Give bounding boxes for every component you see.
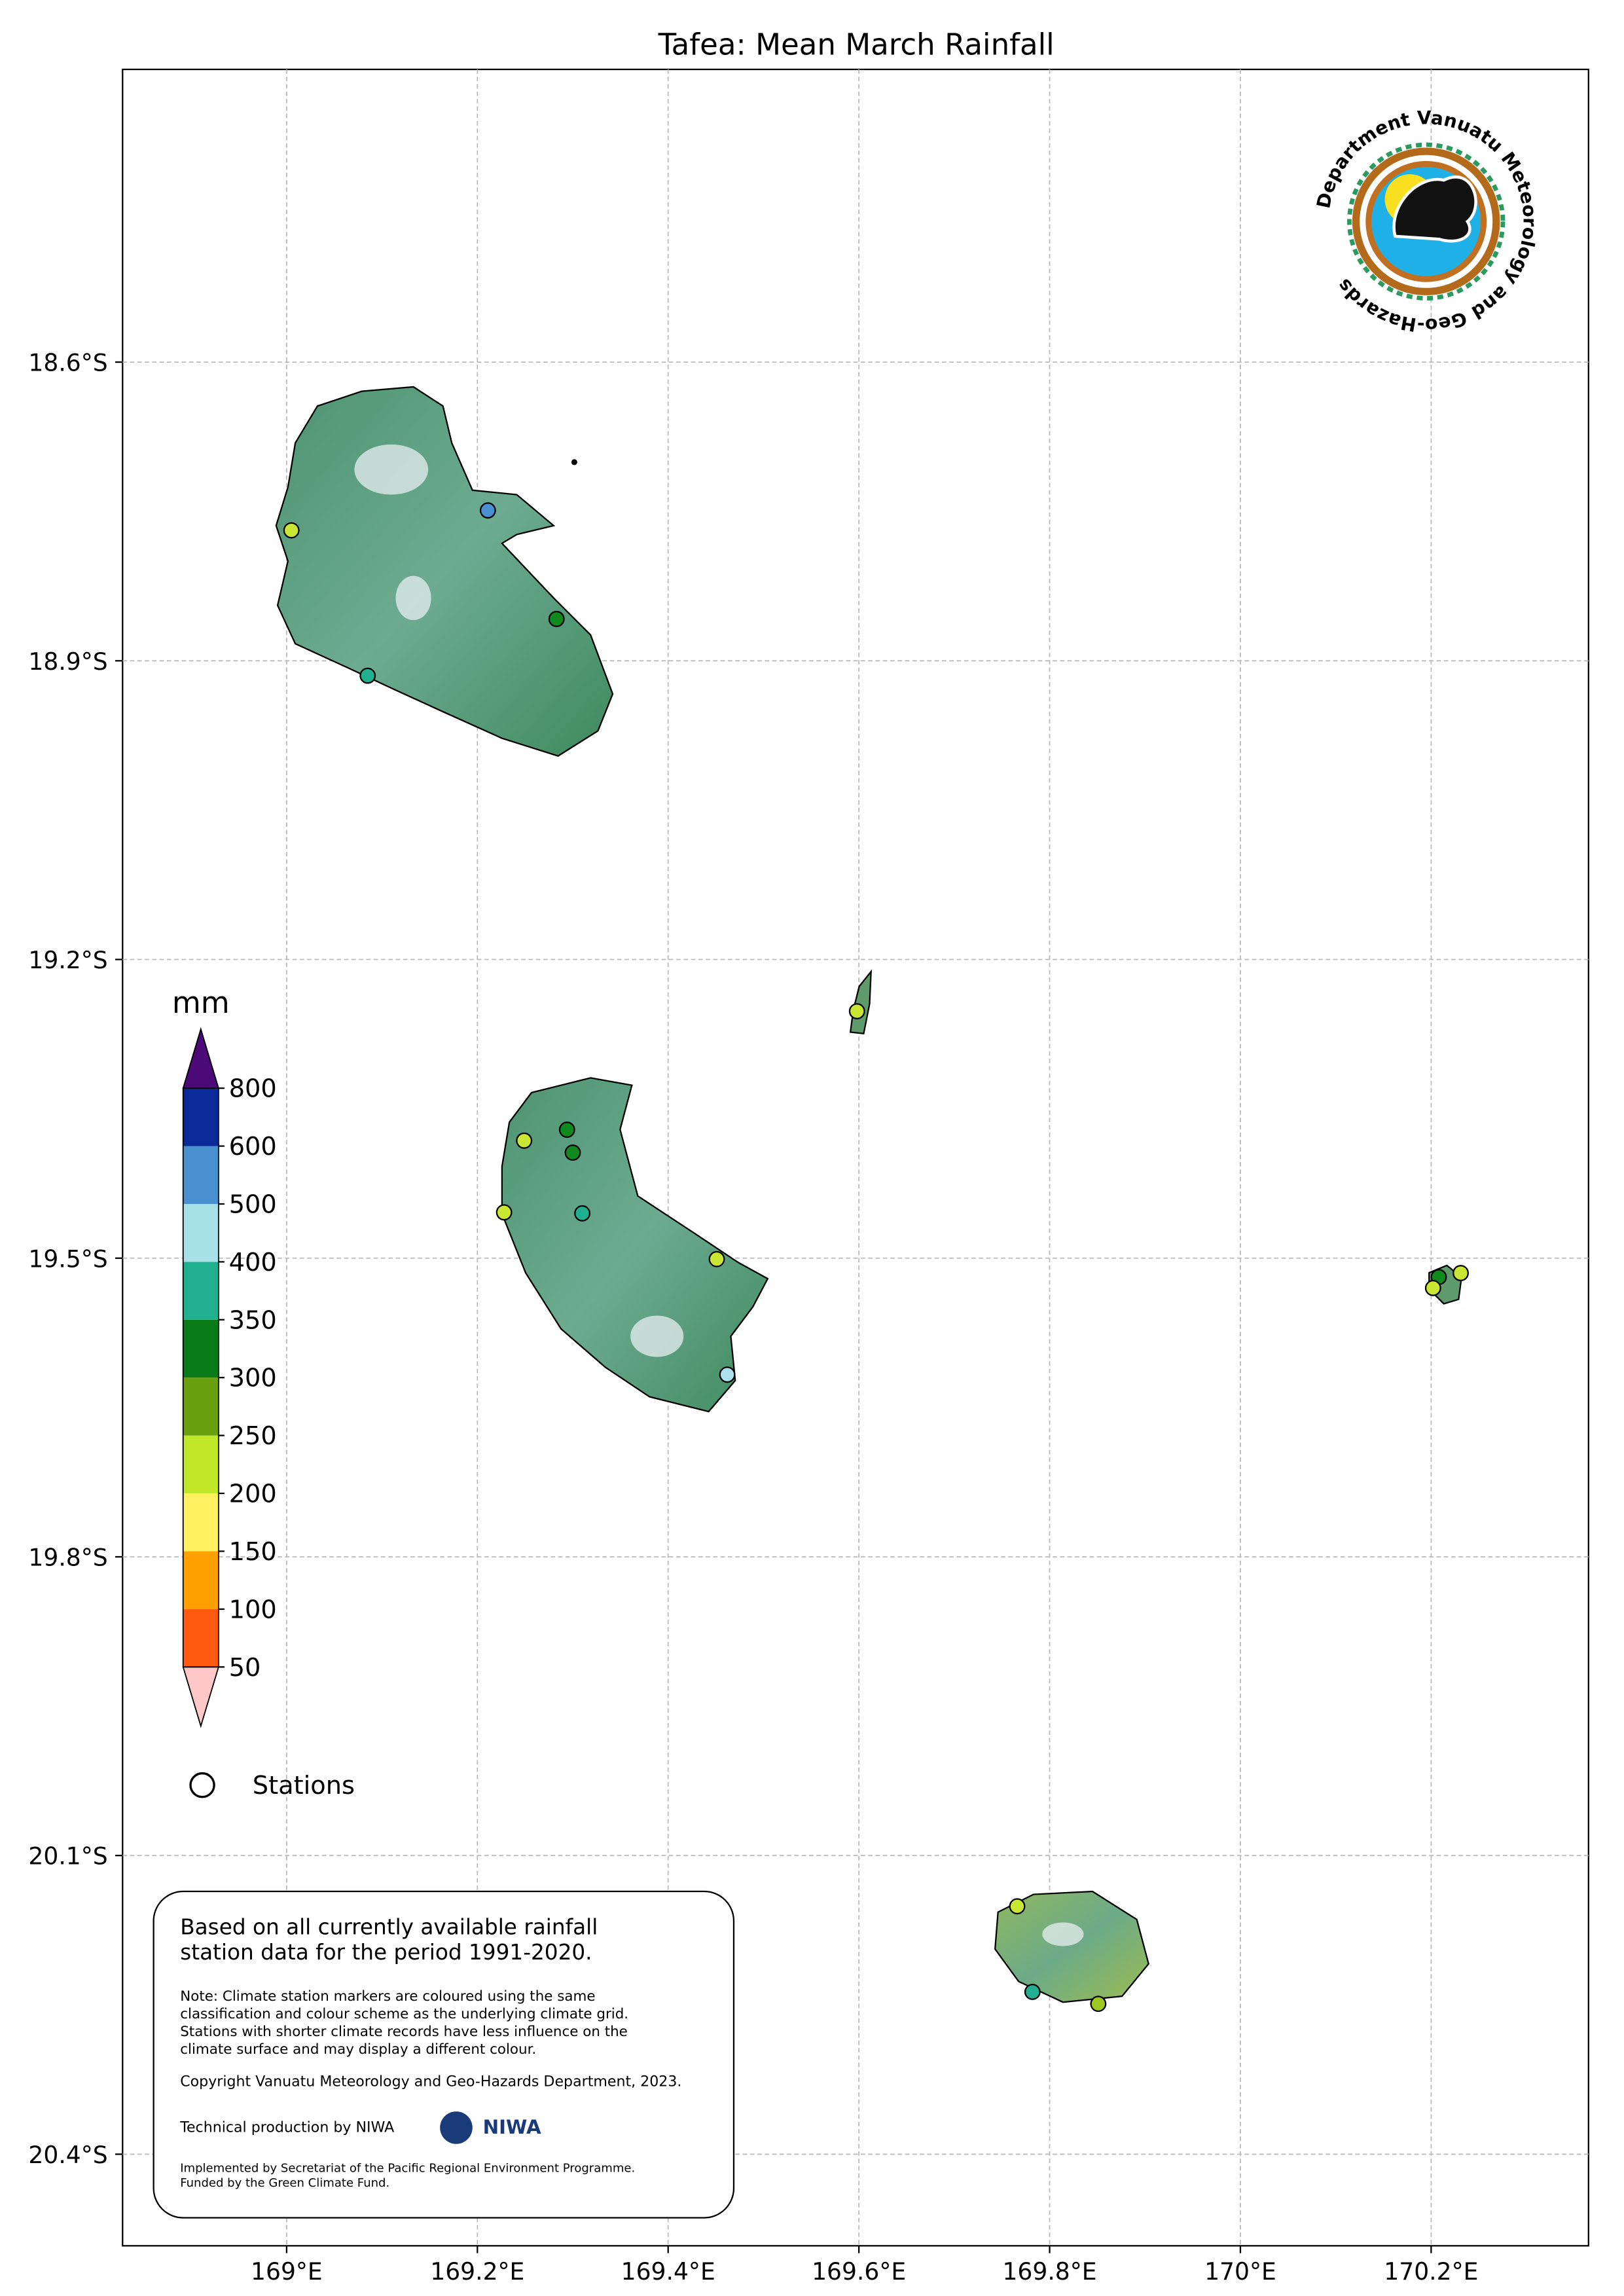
colorbar-segment	[183, 1551, 219, 1609]
island-aniwa	[849, 969, 872, 1034]
island-tanna	[501, 1077, 769, 1413]
x-tick-label: 169.8°E	[1002, 2258, 1096, 2286]
colorbar-tick-label: 600	[229, 1132, 277, 1161]
station	[516, 1132, 533, 1149]
station	[719, 1366, 736, 1383]
highland	[354, 444, 429, 495]
niwa-logo: NIWA	[483, 2116, 541, 2138]
colorbar-segment	[183, 1493, 219, 1552]
station	[1090, 1995, 1107, 2013]
notes-note: classification and colour scheme as the …	[180, 2006, 628, 2022]
colorbar-tick-label: 250	[229, 1421, 277, 1451]
y-tick-label: 18.6°S	[28, 350, 107, 377]
notes-frame	[153, 1890, 735, 2219]
notes-note: Note: Climate station markers are colour…	[180, 1988, 595, 2005]
colorbar-segment	[183, 1088, 219, 1146]
colorbar-over	[182, 1027, 220, 1089]
logo: Department Vanuatu Meteorology and Geo-H…	[1312, 107, 1541, 336]
map-title: Tafea: Mean March Rainfall	[658, 27, 1055, 62]
notes-box: NIWA Based on all currently available ra…	[153, 1890, 735, 2219]
colorbar-tick-label: 50	[229, 1653, 261, 1683]
station	[574, 1205, 590, 1222]
highland	[395, 575, 431, 621]
y-tick-label: 19.8°S	[28, 1544, 107, 1572]
station	[1024, 1984, 1041, 2000]
island-aneityum	[994, 1890, 1149, 2003]
station	[1009, 1898, 1026, 1915]
x-tick-label: 169.4°E	[621, 2258, 715, 2286]
station	[564, 1144, 581, 1161]
colorbar-unit: mm	[172, 985, 230, 1020]
colorbar-segment	[183, 1377, 219, 1436]
notes-copyright: Copyright Vanuatu Meteorology and Geo-Ha…	[180, 2073, 681, 2090]
station	[848, 1003, 865, 1020]
colorbar-under	[182, 1666, 220, 1728]
colorbar-tick-label: 150	[229, 1537, 277, 1567]
logo-cloud	[1392, 175, 1477, 243]
notes-production: Technical production by NIWA	[179, 2119, 394, 2136]
map-frame	[122, 68, 1589, 2247]
notes-summary: station data for the period 1991-2020.	[180, 1940, 592, 1965]
grid: 169°E 169.2°E 169.4°E 169.6°E 169.8°E 170°E 17…	[28, 69, 1589, 2286]
colorbar-tick-label: 800	[229, 1074, 277, 1104]
colorbar-tick-label: 300	[229, 1364, 277, 1393]
colorbar-segment	[183, 1319, 219, 1378]
notes-funding: Funded by the Green Climate Fund.	[180, 2176, 389, 2190]
colorbar-tick-label: 350	[229, 1305, 277, 1335]
y-tick-label: 20.1°S	[28, 1843, 107, 1870]
x-tick-label: 170.2°E	[1384, 2258, 1478, 2286]
stations	[283, 502, 1469, 2013]
colorbar: mm 50 100 150 200 250 300 350 400 500 600 800	[172, 985, 277, 1728]
notes-funding: Implemented by Secretariat of the Pacifi…	[180, 2162, 635, 2176]
colorbar-tick-label: 100	[229, 1595, 277, 1624]
y-tick-label: 18.9°S	[28, 648, 107, 676]
colorbar-segment	[183, 1262, 219, 1320]
colorbar-tick-label: 200	[229, 1480, 277, 1509]
island-erromango	[275, 386, 614, 757]
legend: Stations	[189, 1771, 355, 1800]
notes-note: Stations with shorter climate records ha…	[180, 2024, 628, 2040]
station	[1453, 1265, 1469, 1281]
station	[558, 1121, 575, 1138]
station	[1424, 1279, 1441, 1296]
highland	[630, 1315, 684, 1357]
legend-label: Stations	[253, 1771, 355, 1800]
colorbar-tick-label: 500	[229, 1190, 277, 1220]
islet	[571, 459, 577, 465]
notes-note: climate surface and may display a differ…	[180, 2041, 536, 2058]
niwa-emblem	[440, 2111, 473, 2144]
station	[708, 1250, 725, 1267]
colorbar-segment	[183, 1203, 219, 1262]
relief-highlights	[354, 444, 1084, 1946]
station	[479, 502, 496, 519]
notes-summary: Based on all currently available rainfal…	[180, 1914, 598, 1939]
highland	[1042, 1922, 1084, 1946]
station	[359, 667, 376, 684]
station	[548, 611, 565, 627]
colorbar-segment	[183, 1146, 219, 1204]
legend-station-marker	[189, 1772, 215, 1798]
y-tick-label: 20.4°S	[28, 2141, 107, 2169]
colorbar-segment	[183, 1609, 219, 1667]
x-tick-label: 169.6°E	[812, 2258, 906, 2286]
colorbar-segment	[183, 1435, 219, 1494]
x-tick-label: 169°E	[251, 2258, 323, 2286]
station	[283, 522, 300, 539]
y-tick-label: 19.5°S	[28, 1245, 107, 1273]
x-tick-label: 169.2°E	[430, 2258, 524, 2286]
station	[496, 1204, 513, 1221]
y-tick-label: 19.2°S	[28, 947, 107, 974]
x-tick-label: 170°E	[1204, 2258, 1276, 2286]
islands	[275, 386, 1463, 2003]
colorbar-tick-label: 400	[229, 1248, 277, 1277]
